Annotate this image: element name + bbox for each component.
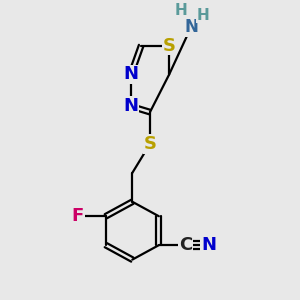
Text: H: H: [196, 8, 209, 23]
Text: F: F: [72, 207, 84, 225]
Text: S: S: [163, 37, 176, 55]
Text: N: N: [123, 65, 138, 83]
Text: N: N: [184, 18, 198, 36]
Text: H: H: [175, 3, 187, 18]
Text: N: N: [201, 236, 216, 254]
Text: C: C: [179, 236, 192, 254]
Text: N: N: [123, 97, 138, 115]
Text: S: S: [143, 135, 157, 153]
